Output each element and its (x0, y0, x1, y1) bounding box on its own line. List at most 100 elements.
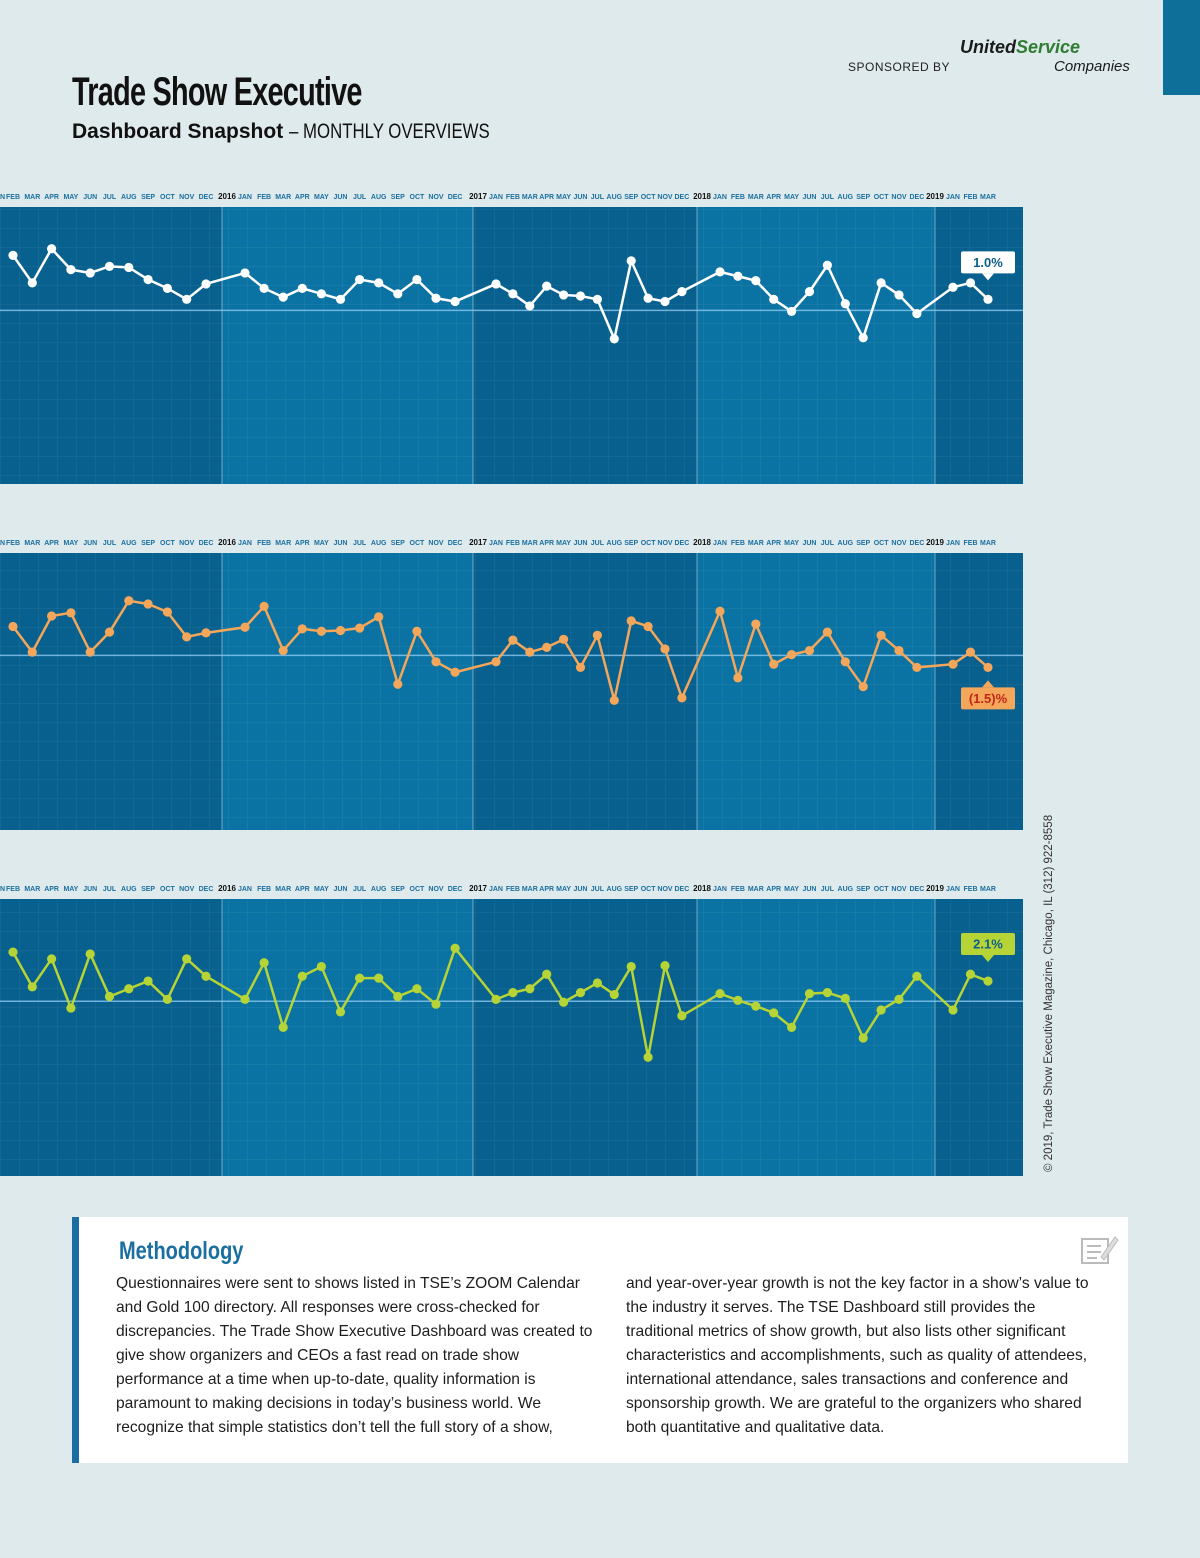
data-point (733, 995, 743, 1005)
data-point (66, 608, 76, 618)
data-point (626, 961, 636, 972)
value-label: 1.0% (973, 255, 1003, 270)
data-point (894, 645, 904, 656)
x-tick-label: NOV (657, 886, 673, 893)
year-label: 2016 (218, 884, 236, 893)
data-point (751, 619, 761, 629)
x-tick-label: JUN (802, 194, 816, 201)
x-tick-label: APR (539, 886, 554, 893)
x-tick-label: FEB (257, 886, 271, 893)
subtitle-row: Dashboard Snapshot – MONTHLY OVERVIEWS (72, 120, 540, 144)
data-point (626, 616, 636, 626)
data-point (431, 657, 441, 667)
x-tick-label: SEP (856, 540, 870, 547)
data-point (822, 260, 833, 270)
x-tick-label: MAR (748, 886, 764, 893)
data-point (335, 1007, 346, 1017)
x-tick-label: MAY (314, 194, 329, 201)
data-point (983, 662, 993, 673)
x-tick-label: AUG (838, 194, 854, 201)
x-tick-label: MAY (784, 194, 799, 201)
data-point (948, 282, 958, 292)
x-tick-label: JAN (946, 194, 960, 201)
x-tick-label: NOV (179, 194, 195, 201)
data-point (335, 294, 346, 304)
x-tick-label: MAY (63, 540, 78, 547)
data-point (876, 1005, 886, 1015)
data-point (822, 627, 833, 637)
data-point (259, 958, 269, 968)
value-label: (1.5)% (969, 691, 1008, 706)
x-tick-label: MAR (748, 540, 764, 547)
x-tick-label: SEP (391, 886, 405, 893)
data-point (162, 607, 172, 617)
x-tick-label: DEC (675, 194, 690, 201)
x-tick-label: DEC (675, 886, 690, 893)
x-tick-label: N (0, 886, 5, 893)
callout-box (961, 251, 1015, 274)
data-point (104, 991, 115, 1002)
x-tick-label: APR (295, 194, 310, 201)
data-point (508, 635, 518, 645)
data-point (715, 267, 725, 277)
data-point (124, 262, 134, 273)
x-tick-label: AUG (838, 886, 854, 893)
data-point (491, 279, 501, 289)
x-tick-label: MAR (275, 194, 291, 201)
x-tick-label: JUL (103, 194, 117, 201)
x-tick-label: AUG (121, 194, 137, 201)
x-tick-label: AUG (371, 540, 387, 547)
data-point (660, 960, 670, 971)
data-point (677, 693, 687, 703)
x-tick-label: JAN (238, 886, 252, 893)
x-tick-label: SEP (141, 540, 155, 547)
x-tick-label: FEB (506, 886, 520, 893)
x-tick-label: MAR (275, 540, 291, 547)
data-point (542, 642, 552, 652)
x-tick-label: DEC (199, 540, 214, 547)
year-label: 2019 (926, 884, 944, 893)
data-point (259, 601, 269, 611)
data-point (559, 997, 569, 1007)
x-tick-label: JUL (103, 886, 117, 893)
x-tick-label: JAN (238, 540, 252, 547)
x-tick-label: APR (295, 886, 310, 893)
x-tick-label: SEP (141, 886, 155, 893)
x-tick-label: MAY (556, 194, 571, 201)
copyright: © 2019, Trade Show Executive Magazine, C… (1043, 814, 1055, 1172)
callout-pointer (982, 273, 994, 281)
x-tick-label: SEP (624, 540, 638, 547)
x-tick-label: JUN (573, 540, 587, 547)
data-point (316, 961, 326, 972)
data-point (751, 276, 761, 286)
x-tick-label: OCT (410, 886, 426, 893)
data-point (525, 301, 535, 311)
data-point (660, 644, 670, 654)
x-tick-label: OCT (874, 194, 890, 201)
methodology: Methodology Questionnaires were sent to … (72, 1217, 1128, 1463)
x-tick-label: JUN (333, 886, 347, 893)
x-tick-label: OCT (874, 540, 890, 547)
x-tick-label: JUL (103, 540, 117, 547)
x-tick-label: MAR (522, 540, 538, 547)
x-tick-label: FEB (6, 540, 20, 547)
data-point (948, 1005, 958, 1015)
x-tick-label: AUG (607, 886, 623, 893)
data-point (965, 647, 976, 657)
data-point (876, 278, 886, 288)
data-point (47, 244, 57, 254)
data-point (822, 988, 833, 998)
x-tick-label: FEB (6, 886, 20, 893)
brand: Trade Show Executive (72, 70, 362, 114)
x-tick-label: SEP (391, 194, 405, 201)
x-tick-label: JAN (946, 540, 960, 547)
x-tick-label: NOV (428, 194, 444, 201)
data-point (182, 632, 192, 642)
data-point (412, 984, 422, 994)
x-tick-label: SEP (141, 194, 155, 201)
x-tick-label: JUL (591, 540, 605, 547)
data-point (162, 283, 172, 293)
x-tick-label: SEP (624, 886, 638, 893)
x-tick-label: FEB (731, 194, 745, 201)
